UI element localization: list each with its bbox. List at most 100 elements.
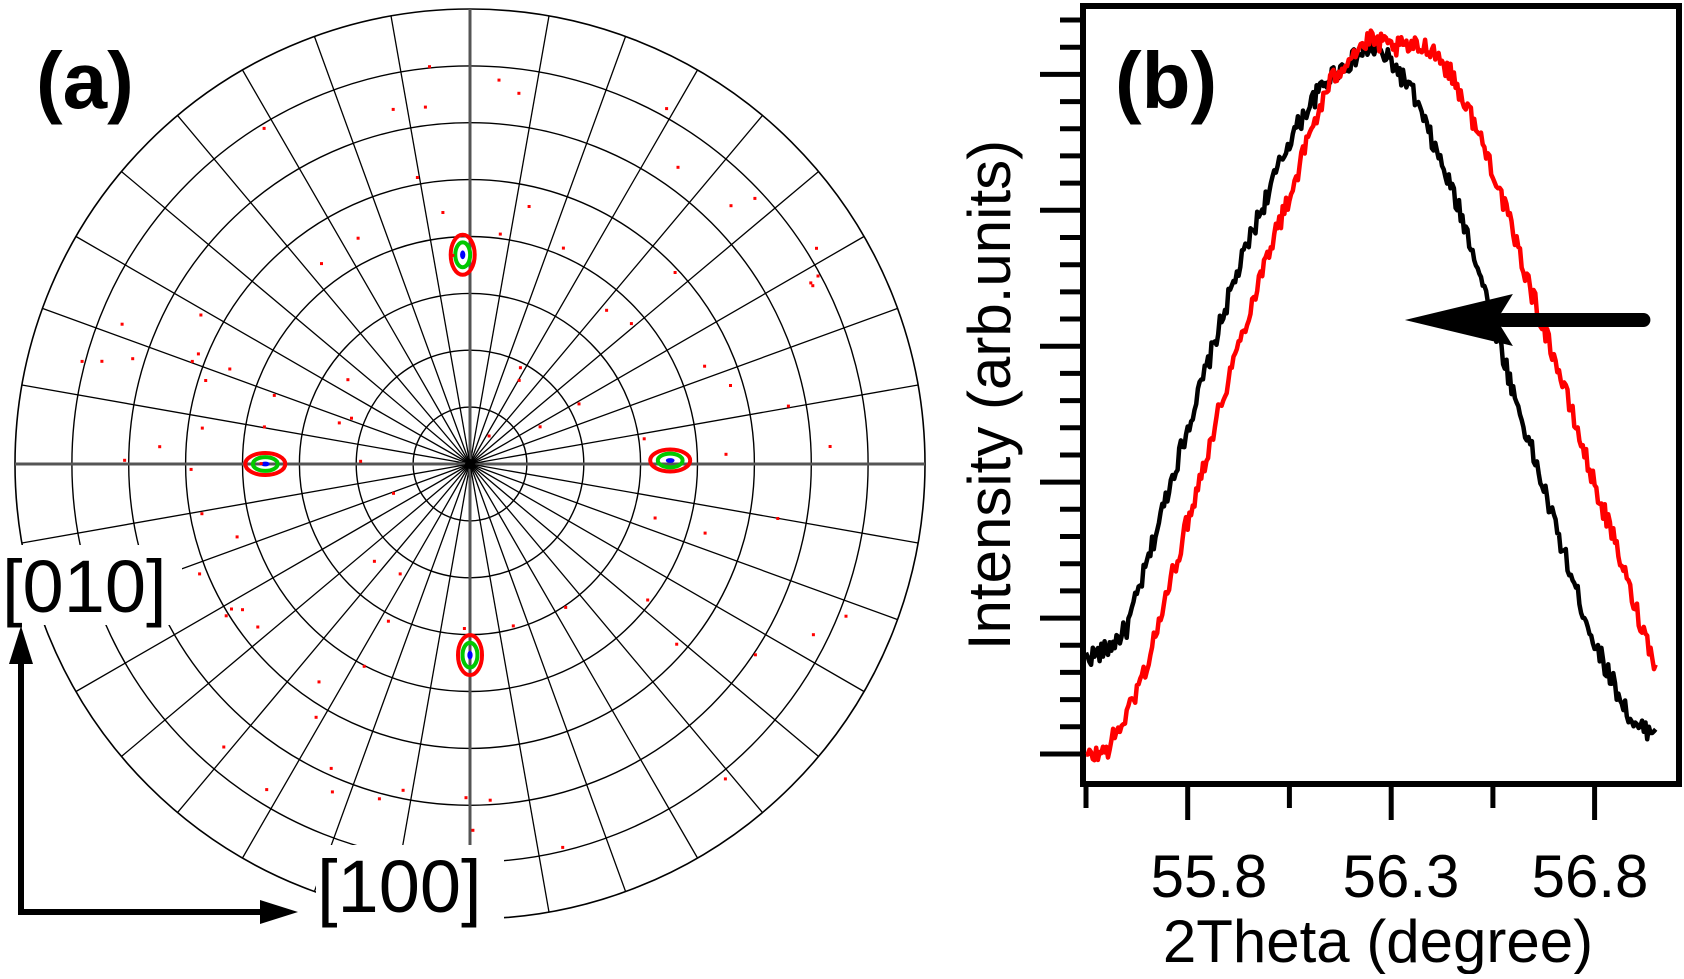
- noise-dot: [415, 176, 419, 179]
- grid-spoke: [469, 36, 627, 465]
- noise-dot: [653, 516, 657, 520]
- noise-dot: [199, 313, 203, 317]
- direction-label-010: [010]: [2, 545, 167, 628]
- noise-dot: [816, 274, 820, 278]
- noise-dot: [256, 625, 260, 629]
- noise-dot: [377, 797, 381, 801]
- noise-dot: [811, 633, 815, 637]
- plot-frame: [1080, 3, 1682, 787]
- grid-spoke: [469, 307, 898, 465]
- noise-dot: [497, 78, 501, 82]
- noise-dot: [158, 445, 162, 449]
- noise-dot: [398, 572, 402, 576]
- noise-dot: [356, 236, 360, 240]
- noise-dot: [673, 271, 677, 274]
- x-tick-label-56-8: 56.8: [1532, 843, 1649, 910]
- label-010-background: [0, 545, 182, 625]
- grid-spoke: [241, 463, 471, 859]
- series-red-line: [1085, 28, 1658, 763]
- noise-dot: [317, 680, 321, 684]
- noise-dot: [189, 467, 193, 471]
- noise-dot: [262, 126, 266, 130]
- panel-b-label: (b): [1115, 36, 1217, 125]
- noise-dot: [464, 796, 468, 800]
- y-axis-title: Intensity (arb.units): [956, 140, 1023, 650]
- grid-spoke: [469, 463, 699, 859]
- x-tick-label-55-8: 55.8: [1151, 843, 1268, 910]
- xrd-line-plot-panel: (b) 55.8 56.3 56.8 2Theta (degree) Inten…: [956, 3, 1682, 975]
- noise-dot: [723, 777, 727, 781]
- grid-spoke: [469, 171, 820, 465]
- noise-dot: [844, 614, 848, 618]
- noise-dot: [498, 232, 502, 236]
- grid-spoke: [21, 384, 471, 465]
- noise-dot: [561, 845, 565, 849]
- grid-spoke: [469, 463, 763, 814]
- grid-spoke: [469, 69, 699, 465]
- noise-dot: [629, 322, 633, 326]
- grid-spoke: [177, 463, 471, 814]
- noise-dot: [646, 598, 650, 602]
- noise-dot: [488, 798, 492, 802]
- noise-dot: [811, 284, 815, 288]
- noise-dot: [100, 359, 104, 363]
- grid-spoke: [313, 463, 471, 892]
- noise-dot: [517, 91, 521, 95]
- noise-dot: [815, 246, 818, 250]
- grid-spoke: [390, 15, 471, 465]
- grid-spoke: [469, 463, 550, 913]
- pole-spots: [243, 232, 693, 678]
- noise-dot: [527, 205, 531, 208]
- shift-arrowhead: [1404, 294, 1513, 346]
- noise-dot: [330, 790, 334, 794]
- noise-dot: [196, 352, 200, 356]
- x-tick-label-56-3: 56.3: [1343, 843, 1460, 910]
- grid-spoke: [390, 463, 471, 913]
- panel-a-label: (a): [36, 36, 134, 125]
- pole-spot-bottom: [456, 633, 484, 678]
- noise-dot: [230, 607, 233, 611]
- grid-spoke: [469, 463, 865, 693]
- grid-spoke: [469, 463, 898, 621]
- pole-figure-panel: (a) [010] [100]: [0, 8, 926, 929]
- noise-dot: [451, 253, 455, 257]
- grid-spoke: [469, 114, 763, 465]
- noise-dot: [605, 308, 609, 312]
- grid-spoke: [75, 235, 471, 465]
- noise-dot: [259, 462, 263, 466]
- noise-dot: [392, 491, 395, 495]
- noise-dot: [190, 359, 194, 363]
- noise-dot: [391, 107, 395, 111]
- noise-dot: [441, 211, 445, 214]
- grid-spoke: [469, 463, 820, 757]
- pole-spot-top: [448, 232, 477, 277]
- noise-dot: [198, 572, 202, 576]
- grid-spoke: [469, 463, 627, 892]
- noise-dot: [517, 378, 521, 382]
- noise-dot: [337, 421, 341, 425]
- grid-spoke: [177, 114, 471, 465]
- noise-dot: [665, 107, 669, 111]
- noise-dot: [262, 425, 266, 429]
- noise-dot: [372, 559, 376, 563]
- vertical-direction-arrowhead: [9, 626, 33, 664]
- noise-dot: [564, 605, 568, 609]
- noise-dot: [462, 627, 466, 630]
- shift-arrow-annotation: [1404, 294, 1651, 346]
- noise-dot: [265, 788, 269, 792]
- noise-dot: [131, 357, 135, 361]
- noise-dot: [320, 262, 323, 266]
- noise-dot: [241, 608, 244, 612]
- noise-dot: [235, 535, 239, 539]
- x-axis-ticks: [1083, 784, 1598, 820]
- noise-dot: [753, 653, 757, 657]
- noise-dots: [78, 65, 848, 849]
- grid-spoke: [241, 69, 471, 465]
- noise-dot: [675, 642, 679, 646]
- noise-dot: [642, 437, 646, 441]
- noise-dot: [314, 715, 318, 719]
- noise-dot: [200, 512, 204, 516]
- grid-spoke: [469, 463, 919, 544]
- noise-dot: [386, 619, 390, 623]
- noise-dot: [80, 359, 84, 363]
